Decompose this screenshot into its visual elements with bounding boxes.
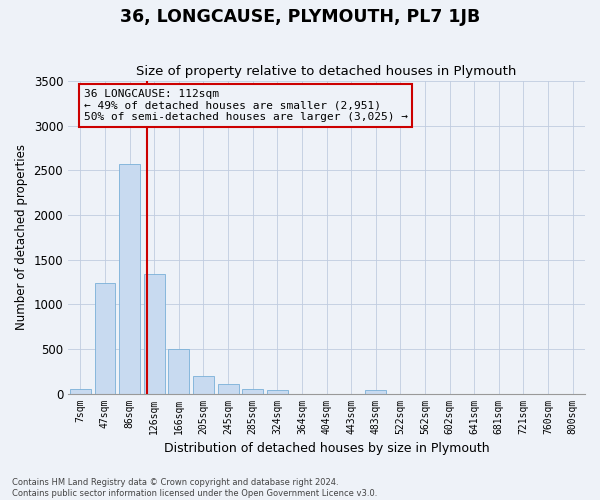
Title: Size of property relative to detached houses in Plymouth: Size of property relative to detached ho… (136, 66, 517, 78)
Text: Contains HM Land Registry data © Crown copyright and database right 2024.
Contai: Contains HM Land Registry data © Crown c… (12, 478, 377, 498)
X-axis label: Distribution of detached houses by size in Plymouth: Distribution of detached houses by size … (164, 442, 490, 455)
Bar (242, 389, 263, 394)
Bar (169, 349, 189, 394)
Bar (95, 283, 115, 394)
Bar (365, 390, 386, 394)
Bar (70, 389, 91, 394)
Bar (119, 164, 140, 394)
Bar (218, 384, 239, 394)
Bar (193, 376, 214, 394)
Text: 36, LONGCAUSE, PLYMOUTH, PL7 1JB: 36, LONGCAUSE, PLYMOUTH, PL7 1JB (120, 8, 480, 26)
Bar (144, 274, 164, 394)
Bar (267, 390, 288, 394)
Y-axis label: Number of detached properties: Number of detached properties (15, 144, 28, 330)
Text: 36 LONGCAUSE: 112sqm
← 49% of detached houses are smaller (2,951)
50% of semi-de: 36 LONGCAUSE: 112sqm ← 49% of detached h… (83, 89, 407, 122)
